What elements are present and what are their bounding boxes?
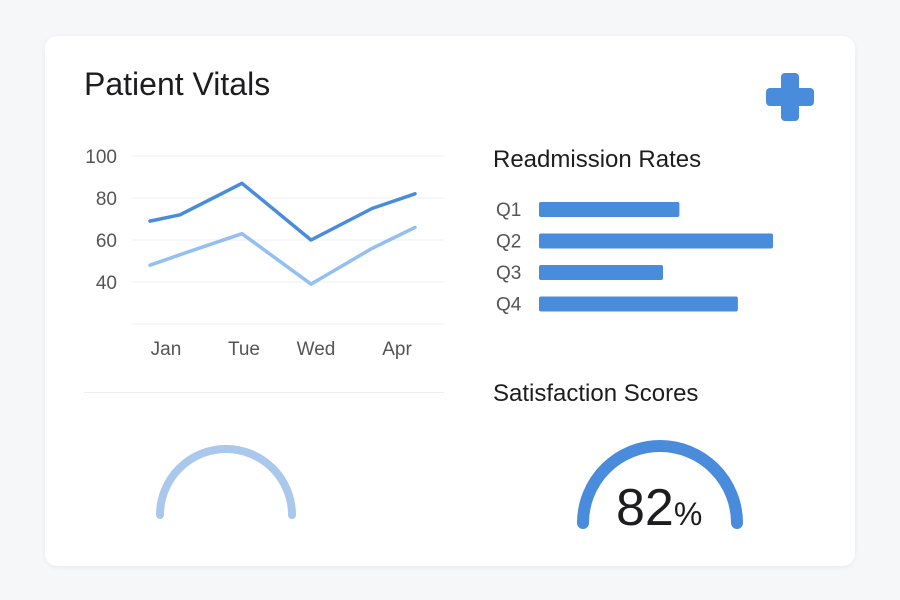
gauge-arc [156,445,296,519]
bar [539,233,773,249]
y-tick-label: 80 [96,189,117,210]
satisfaction-unit: % [673,496,703,532]
x-tick-label: Apr [382,339,412,360]
readmission-title: Readmission Rates [493,146,702,173]
series-line [148,181,417,242]
series-line [148,225,417,286]
satisfaction-gauge-arc [577,440,743,529]
divider [84,392,444,393]
y-tick-label: 100 [85,147,117,168]
bar-label: Q3 [496,263,521,284]
x-tick-label: Tue [228,339,260,360]
bar [539,296,738,312]
bar-label: Q1 [496,200,521,221]
page-title: Patient Vitals [84,66,271,102]
satisfaction-number: 82 [616,479,674,537]
x-tick-label: Jan [151,339,182,360]
bar [539,202,680,217]
bar-label: Q4 [496,295,522,316]
bar [539,265,664,280]
bar-label: Q2 [496,232,521,253]
medical-cross-icon[interactable] [766,73,814,121]
x-tick-label: Wed [297,339,336,360]
satisfaction-title: Satisfaction Scores [493,380,699,407]
y-tick-label: 60 [96,231,117,252]
y-tick-label: 40 [96,273,117,294]
satisfaction-value: 82% [616,478,702,538]
